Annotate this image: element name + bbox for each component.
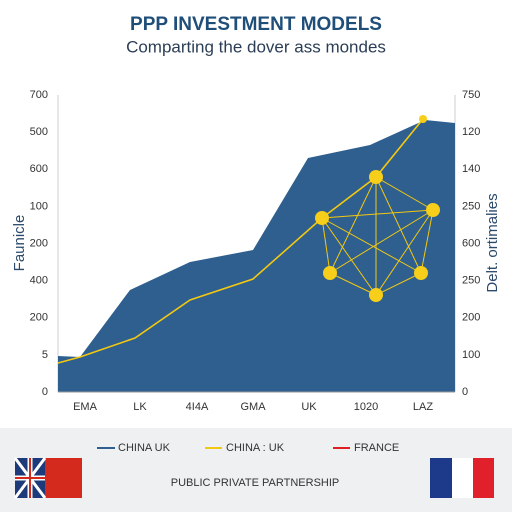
x-tick-label: 1020 — [354, 401, 378, 413]
left-tick-label: 700 — [30, 89, 48, 101]
footer: PUBLIC PRIVATE PARTNERSHIP — [171, 477, 340, 489]
right-tick-label: 140 — [462, 163, 480, 175]
left-tick-label: 0 — [42, 386, 48, 398]
area — [58, 120, 455, 392]
right-tick-label: 250 — [462, 275, 480, 287]
x-tick-label: LK — [133, 401, 147, 413]
x-tick-label: EMA — [73, 401, 98, 413]
subtitle: Comparting the dover ass mondes — [126, 37, 386, 56]
right-tick-label: 250 — [462, 200, 480, 212]
left-tick-label: 400 — [30, 275, 48, 287]
right-tick-label: 750 — [462, 89, 480, 101]
x-tick-label: UK — [301, 401, 317, 413]
left-tick-label: 200 — [30, 312, 48, 324]
network — [321, 176, 434, 296]
footer-band — [0, 428, 512, 512]
right-tick-label: 600 — [462, 237, 480, 249]
nodes — [315, 115, 440, 302]
right-tick-label: 120 — [462, 126, 480, 138]
right-tick-label: 200 — [462, 312, 480, 324]
title: PPP INVESTMENT MODELS — [130, 14, 382, 35]
legend-label: CHINA UK — [118, 442, 171, 454]
left-axis-title: Faunicle — [11, 215, 28, 272]
right-tick-label: 100 — [462, 349, 480, 361]
flag-left — [13, 457, 82, 499]
right-axis-title: Delt. ortimalies — [484, 193, 501, 292]
right-tick-label: 0 — [462, 386, 468, 398]
left-tick-label: 600 — [30, 163, 48, 175]
legend-label: CHINA : UK — [226, 442, 285, 454]
flag-right — [430, 458, 494, 498]
x-tick-label: LAZ — [413, 401, 433, 413]
left-tick-label: 5 — [42, 349, 48, 361]
left-tick-label: 100 — [30, 200, 48, 212]
x-tick-label: GMA — [240, 401, 266, 413]
left-tick-label: 500 — [30, 126, 48, 138]
legend-label: FRANCE — [354, 442, 399, 454]
left-tick-label: 200 — [30, 237, 48, 249]
x-tick-label: 4I4A — [186, 401, 209, 413]
